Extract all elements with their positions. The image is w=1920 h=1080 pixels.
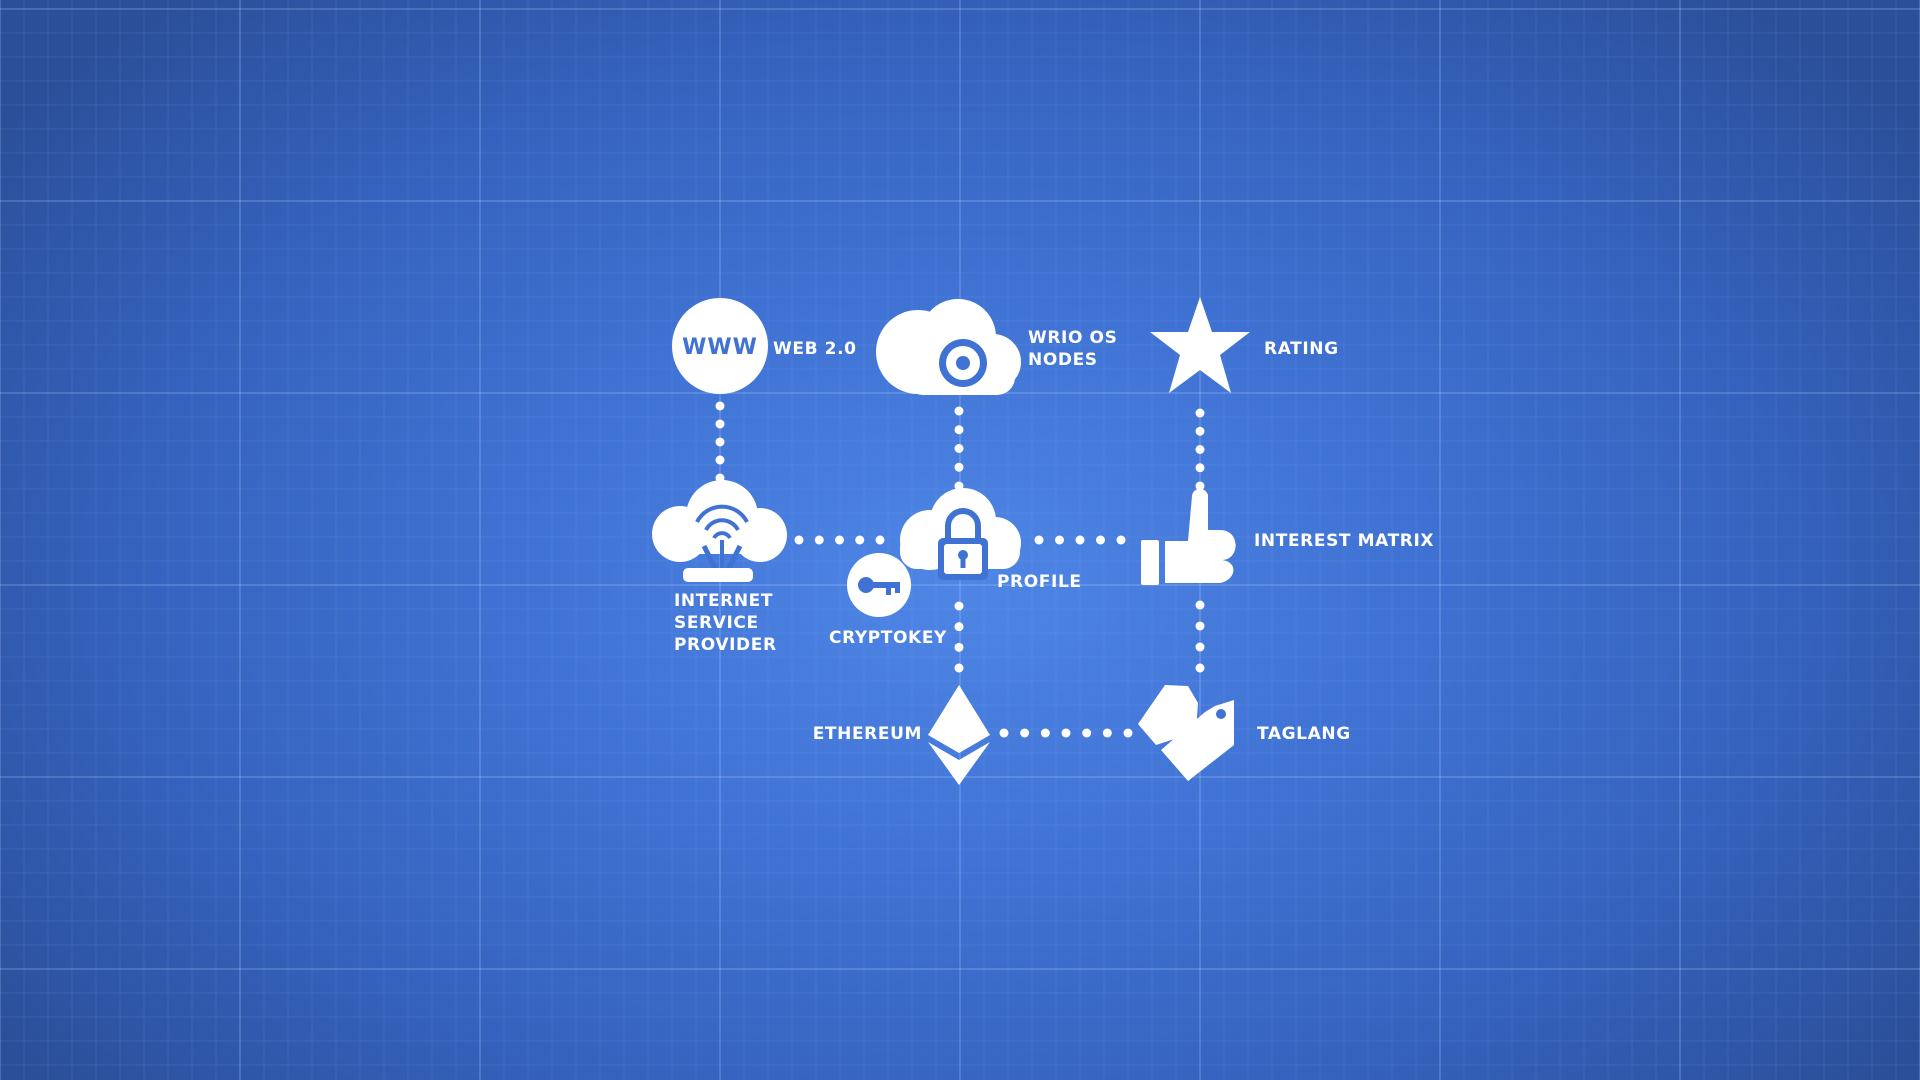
connector-dot [1102, 728, 1112, 738]
cloud-lock-icon [900, 488, 1021, 580]
connector-dot [835, 535, 844, 545]
connector-dot [1040, 728, 1050, 738]
connector-dot [1096, 535, 1105, 545]
connector-dot [1195, 445, 1205, 454]
connector-dot [954, 444, 964, 453]
isp-label-line3: PROVIDER [674, 635, 777, 655]
connector-dot [875, 535, 885, 545]
profile-label: PROFILE [997, 572, 1082, 592]
connector-dot [1034, 535, 1044, 545]
connector-dot [855, 535, 865, 545]
connector-dot [1195, 408, 1205, 418]
ethereum-label: ETHEREUM [813, 724, 922, 744]
connector-dot [1195, 463, 1205, 473]
connector-dot [999, 728, 1009, 738]
connector-dot [954, 425, 964, 435]
key-icon [847, 553, 911, 617]
connector-dot [1195, 481, 1205, 491]
connector-dot [1123, 728, 1133, 738]
tag-icon [1138, 685, 1234, 781]
node-web20[interactable]: WWW WEB 2.0 [672, 298, 857, 394]
connector-dot [794, 535, 804, 545]
isp-label-line1: INTERNET [674, 591, 773, 611]
connector-lines [715, 401, 1205, 738]
interest-matrix-label: INTEREST MATRIX [1254, 531, 1434, 551]
connector-dot [1195, 642, 1205, 652]
www-globe-icon: WWW [672, 298, 768, 394]
connector-dot [954, 601, 964, 611]
connector-dot [954, 663, 964, 673]
connector-dot [1195, 600, 1205, 610]
connector-dot [954, 406, 964, 416]
connector-dot [715, 401, 725, 411]
connector-dot [715, 419, 725, 429]
wrio-label-line2: NODES [1028, 350, 1098, 370]
connector-dot [1055, 535, 1064, 545]
web20-label: WEB 2.0 [773, 339, 857, 359]
connector-dot [715, 437, 725, 447]
connector-dot [814, 535, 824, 545]
connector-dot [715, 455, 725, 465]
connector-dot [1116, 535, 1126, 545]
rating-label: RATING [1264, 339, 1339, 359]
cloud-router-icon [652, 480, 787, 582]
connector-dot [954, 622, 964, 632]
connector-dot [1020, 728, 1030, 738]
cryptokey-label: CRYPTOKEY [829, 628, 947, 648]
connector-dot [1195, 426, 1205, 436]
node-interest-matrix[interactable]: INTEREST MATRIX [1141, 488, 1434, 585]
node-internet-service-provider[interactable]: INTERNET SERVICE PROVIDER [652, 480, 787, 655]
thumbs-up-icon [1141, 488, 1236, 585]
node-profile[interactable]: PROFILE [900, 488, 1082, 592]
connector-dot [1082, 728, 1092, 738]
cloud-camera-icon [876, 299, 1021, 395]
node-wrio-os-nodes[interactable]: WRIO OS NODES [876, 299, 1117, 395]
taglang-label: TAGLANG [1257, 724, 1351, 744]
connector-dot [1195, 621, 1205, 631]
node-cryptokey[interactable]: CRYPTOKEY [829, 553, 947, 648]
connector-dot [954, 462, 964, 472]
connector-dot [1061, 728, 1071, 738]
node-ethereum[interactable]: ETHEREUM [813, 685, 990, 785]
star-icon [1150, 297, 1250, 393]
www-icon-text: WWW [682, 335, 758, 360]
connector-dot [1195, 663, 1205, 673]
connector-dot [1075, 535, 1085, 545]
node-rating[interactable]: RATING [1150, 297, 1339, 393]
ethereum-icon [928, 685, 990, 785]
connector-dot [954, 642, 964, 652]
wrio-label-line1: WRIO OS [1028, 328, 1117, 348]
isp-label-line2: SERVICE [674, 613, 759, 633]
node-taglang[interactable]: TAGLANG [1138, 685, 1351, 781]
